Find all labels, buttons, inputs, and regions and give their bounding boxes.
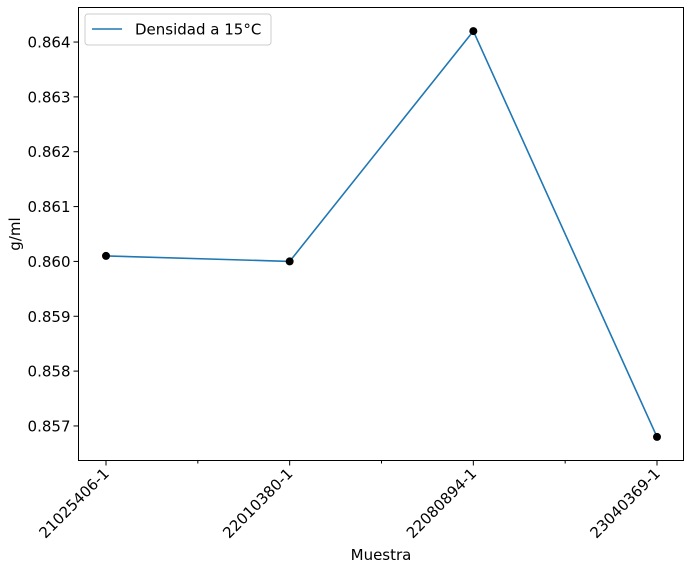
y-axis: 0.857 0.858 0.859 0.860 0.861 0.862 0.863 0.864 — [28, 34, 79, 435]
data-point — [285, 257, 294, 266]
y-tick-label: 0.860 — [28, 253, 71, 271]
y-tick-label: 0.858 — [28, 363, 71, 381]
y-axis-label: g/ml — [6, 217, 24, 250]
plot-area — [102, 27, 661, 441]
y-tick-label: 0.862 — [28, 143, 71, 161]
y-tick-label: 0.861 — [28, 198, 71, 216]
y-tick-label: 0.859 — [28, 308, 71, 326]
legend: Densidad a 15°C — [84, 13, 272, 46]
data-point — [653, 432, 661, 441]
plot-frame — [78, 7, 684, 461]
y-tick-label: 0.857 — [28, 417, 71, 435]
data-point — [102, 251, 110, 260]
y-tick-label: 0.864 — [28, 34, 71, 52]
x-axis-label: Muestra — [351, 546, 412, 564]
legend-frame — [84, 13, 272, 46]
series-line — [105, 30, 658, 438]
legend-label: Densidad a 15°C — [135, 21, 261, 39]
data-point — [469, 27, 478, 36]
y-tick-label: 0.863 — [28, 88, 71, 106]
